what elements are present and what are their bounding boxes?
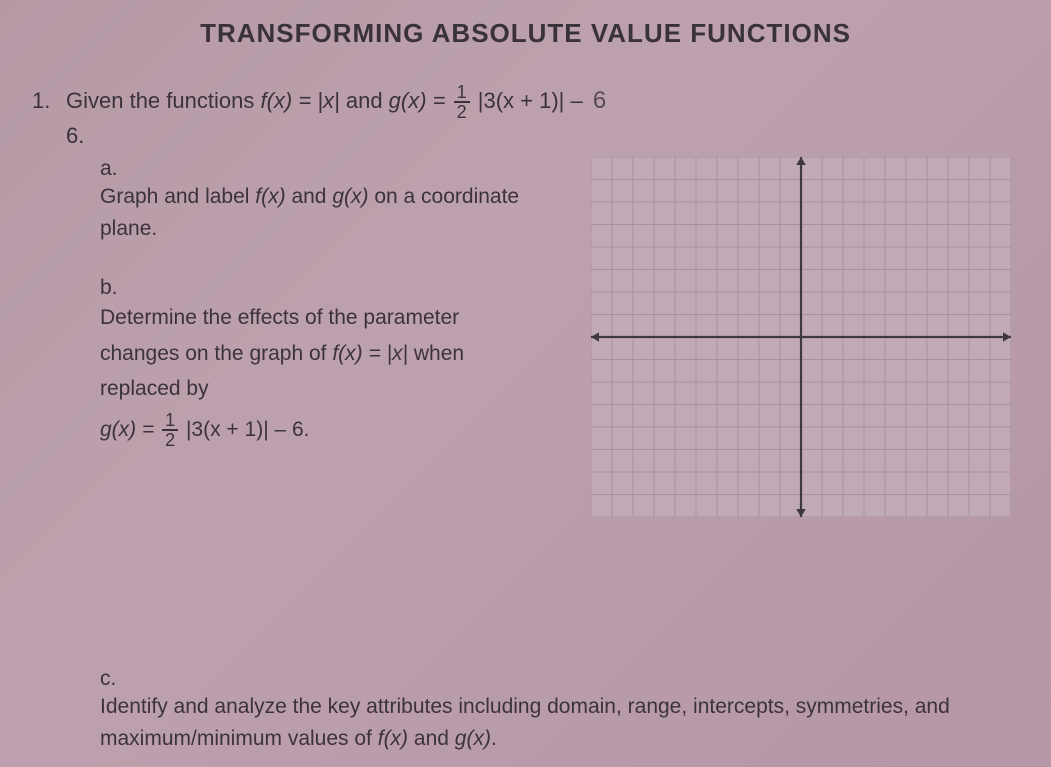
part-c-t1: Identify and analyze the key attributes … [100, 695, 950, 750]
worksheet-page: TRANSFORMING ABSOLUTE VALUE FUNCTIONS 1.… [0, 0, 1051, 767]
gx-suffix: |3(x + 1)| – [472, 88, 589, 113]
part-b-gx-prefix: g(x) = [100, 418, 160, 441]
given-prefix: Given the functions [66, 88, 260, 113]
part-c-and: and [408, 727, 455, 750]
left-column: a. Graph and label f(x) and g(x) on a co… [30, 157, 591, 517]
part-b-frac-num: 1 [162, 411, 178, 431]
fx-def: f(x) = |x| [260, 88, 339, 113]
fraction-half: 12 [454, 83, 470, 121]
part-a-fx: f(x) [255, 185, 285, 208]
part-b-gx-suffix: |3(x + 1)| – 6. [180, 418, 309, 441]
part-c-fx: f(x) [378, 727, 408, 750]
part-b-gx-equation: g(x) = 12 |3(x + 1)| – 6. [100, 411, 541, 449]
coordinate-plane [591, 157, 1011, 517]
problem-statement-line1: 1.Given the functions f(x) = |x| and g(x… [32, 83, 1021, 121]
part-c: c. Identify and analyze the key attribut… [100, 667, 1021, 754]
gx-prefix: g(x) = [389, 88, 452, 113]
part-a: a. Graph and label f(x) and g(x) on a co… [100, 157, 571, 244]
handwritten-six: 6 [593, 87, 606, 114]
frac-denominator: 2 [454, 103, 470, 121]
part-a-text: Graph and label f(x) and g(x) on a coord… [100, 181, 541, 244]
part-a-t1: Graph and label [100, 185, 255, 208]
part-b-fx: f(x) = |x| [332, 342, 408, 365]
part-a-gx: g(x) [332, 185, 368, 208]
part-b-frac-den: 2 [162, 431, 178, 449]
part-c-text: Identify and analyze the key attributes … [100, 691, 961, 754]
problem-statement-line2: 6. [66, 123, 1021, 149]
part-c-label: c. [100, 667, 126, 691]
part-a-label: a. [100, 157, 126, 181]
part-c-gx: g(x) [455, 727, 491, 750]
part-b-label: b. [100, 276, 126, 300]
frac-numerator: 1 [454, 83, 470, 103]
problem-1: 1.Given the functions f(x) = |x| and g(x… [30, 83, 1021, 754]
right-column [591, 157, 1021, 517]
part-a-t2: and [286, 185, 333, 208]
part-c-period: . [491, 727, 497, 750]
graph-svg [591, 157, 1011, 517]
problem-number: 1. [32, 86, 66, 117]
worksheet-title: TRANSFORMING ABSOLUTE VALUE FUNCTIONS [30, 18, 1021, 49]
part-b-text: Determine the effects of the parameter c… [100, 300, 541, 449]
part-b-fraction: 12 [162, 411, 178, 449]
content-row: a. Graph and label f(x) and g(x) on a co… [30, 157, 1021, 517]
and-text: and [340, 88, 389, 113]
part-b: b. Determine the effects of the paramete… [100, 276, 571, 449]
